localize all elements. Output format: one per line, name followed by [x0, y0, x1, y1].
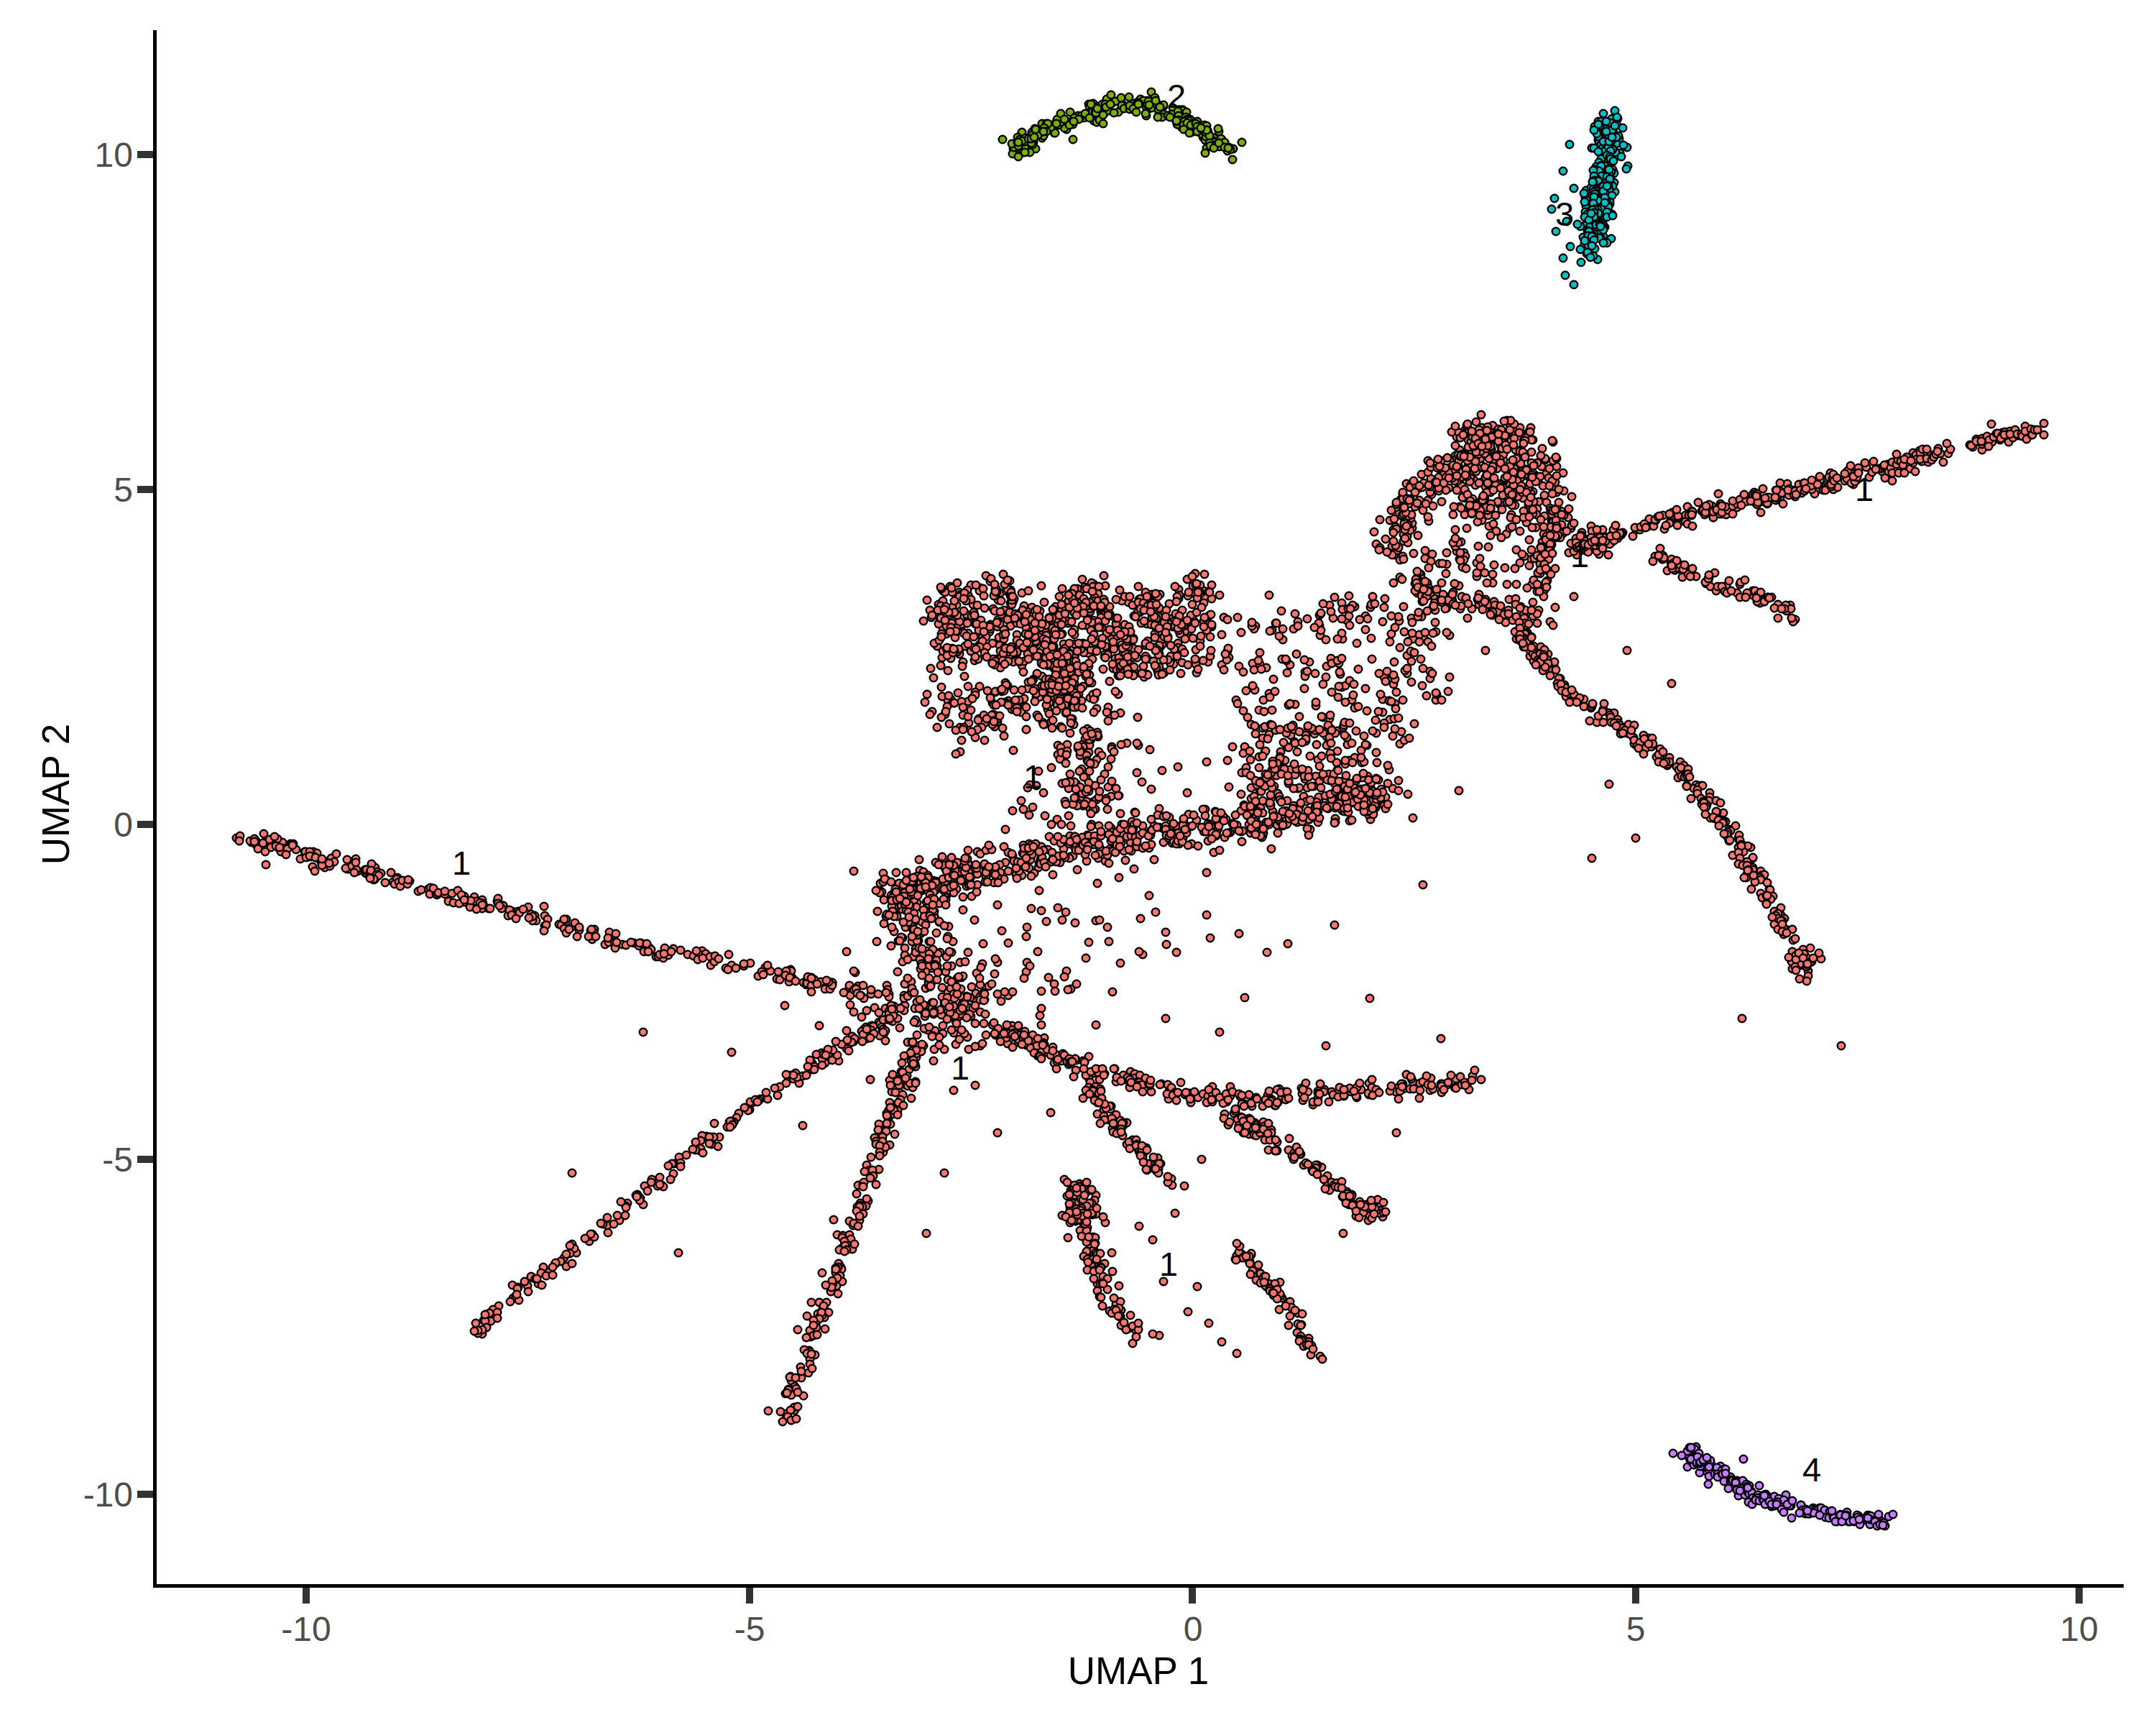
svg-text:2: 2 — [1167, 77, 1186, 115]
svg-text:-5: -5 — [102, 1141, 133, 1179]
svg-text:1: 1 — [951, 1049, 969, 1087]
svg-text:1: 1 — [1855, 470, 1874, 508]
svg-text:4: 4 — [1802, 1450, 1821, 1489]
svg-text:10: 10 — [95, 136, 133, 174]
svg-text:5: 5 — [1626, 1610, 1646, 1648]
svg-text:3: 3 — [1555, 195, 1574, 233]
svg-text:1: 1 — [452, 844, 471, 882]
svg-text:0: 0 — [1184, 1610, 1203, 1648]
svg-text:5: 5 — [114, 471, 133, 509]
svg-text:-5: -5 — [734, 1610, 765, 1648]
svg-text:1: 1 — [1570, 536, 1589, 574]
svg-text:-10: -10 — [83, 1476, 133, 1514]
svg-text:UMAP 2: UMAP 2 — [34, 724, 77, 865]
svg-text:1: 1 — [1023, 758, 1042, 796]
svg-text:UMAP 1: UMAP 1 — [1068, 1650, 1209, 1692]
svg-text:0: 0 — [114, 806, 133, 844]
svg-text:1: 1 — [1159, 1245, 1178, 1283]
svg-text:-10: -10 — [281, 1610, 331, 1648]
svg-text:10: 10 — [2060, 1610, 2098, 1648]
